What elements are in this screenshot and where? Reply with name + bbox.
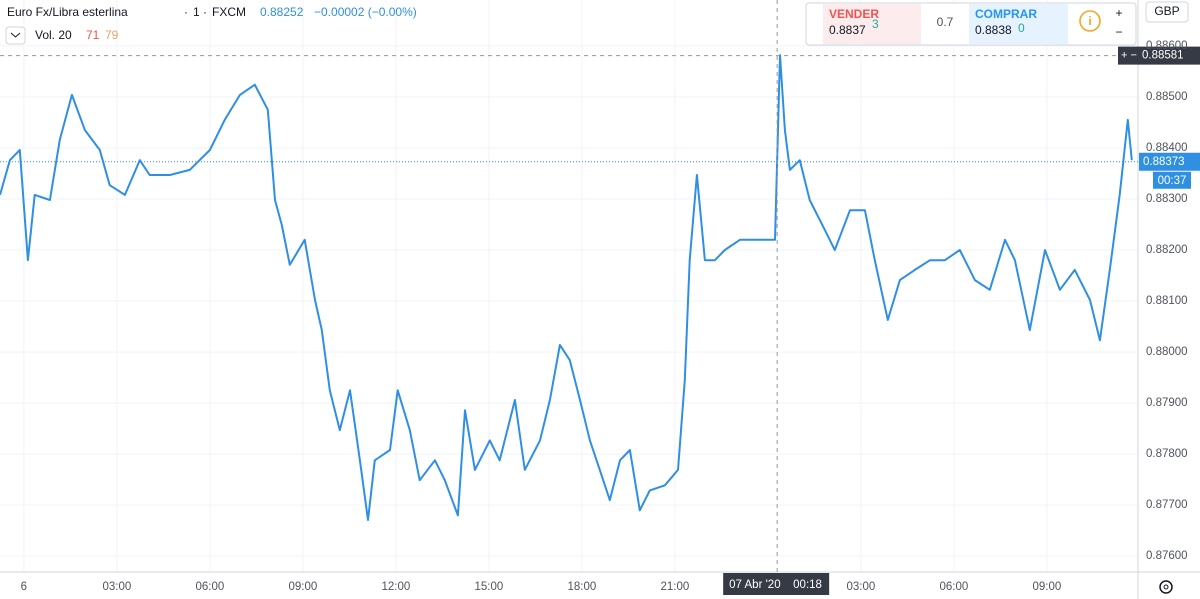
symbol: Euro Fx/Libra esterlina xyxy=(7,5,128,19)
y-tick-label: 0.88200 xyxy=(1146,244,1188,256)
x-tick-label: 06:00 xyxy=(939,581,968,593)
x-tick-label: 15:00 xyxy=(474,581,503,593)
y-tick-label: 0.87600 xyxy=(1146,550,1188,562)
y-tick-label: 0.87800 xyxy=(1146,448,1188,460)
last-price-label: 0.88373 xyxy=(1143,156,1185,168)
crosshair-buttons: + − xyxy=(1121,50,1137,62)
x-tick-label: 12:00 xyxy=(381,581,410,593)
last-price-box xyxy=(1139,152,1200,171)
x-tick-label: 06:00 xyxy=(195,581,224,593)
dot: · xyxy=(203,5,207,19)
y-tick-label: 0.88100 xyxy=(1146,295,1188,307)
volume-label: Vol. 20 xyxy=(35,28,72,42)
x-tick-label: 09:00 xyxy=(1032,581,1061,593)
x-tick-label: 6 xyxy=(21,581,27,593)
change: −0.00002 (−0.00%) xyxy=(314,5,417,19)
countdown-box xyxy=(1153,171,1191,189)
spread: 0.7 xyxy=(937,15,954,29)
countdown: 00:37 xyxy=(1158,175,1187,187)
x-tick-label: 09:00 xyxy=(288,581,317,593)
y-tick-label: 0.88500 xyxy=(1146,91,1188,103)
collapse-button[interactable] xyxy=(5,26,26,45)
crosshair-date: 07 Abr '20 xyxy=(729,579,780,591)
y-tick-label: 0.88600 xyxy=(1146,40,1188,52)
price: 0.88252 xyxy=(260,5,304,19)
settings-icon[interactable] xyxy=(1159,580,1173,594)
buy-button[interactable] xyxy=(969,4,1068,44)
y-tick-label: 0.87700 xyxy=(1146,499,1188,511)
crosshair-time: 00:18 xyxy=(793,579,822,591)
buy-label: COMPRAR xyxy=(975,7,1037,21)
volume-value: 79 xyxy=(105,28,119,42)
minus-button[interactable]: − xyxy=(1115,25,1122,39)
info-icon[interactable] xyxy=(1079,10,1101,32)
crosshair-price-box xyxy=(1118,46,1200,65)
exchange: FXCM xyxy=(212,5,246,19)
chevron xyxy=(10,32,21,38)
trade-panel: VENDER 0.8837 3 0.7 COMPRAR 0.8838 0 i +… xyxy=(805,2,1137,46)
y-tick-label: 0.88000 xyxy=(1146,346,1188,358)
crosshair-price: 0.88581 xyxy=(1142,50,1184,62)
buy-sup: 0 xyxy=(1018,21,1025,35)
currency-box[interactable] xyxy=(1145,1,1189,23)
sell-button[interactable] xyxy=(823,4,921,44)
dot: · xyxy=(184,5,188,19)
plus-button[interactable]: + xyxy=(1115,6,1122,20)
y-tick-label: 0.88300 xyxy=(1146,193,1188,205)
x-tick-label: 18:00 xyxy=(567,581,596,593)
y-tick-label: 0.87900 xyxy=(1146,397,1188,409)
sell-label: VENDER xyxy=(829,7,879,21)
interval: 1 xyxy=(193,5,200,19)
volume-value: 71 xyxy=(86,28,100,42)
currency: GBP xyxy=(1154,4,1179,18)
price-line xyxy=(0,54,1133,521)
sell-sup: 3 xyxy=(872,17,879,31)
x-tick-label: 03:00 xyxy=(846,581,875,593)
sell-price: 0.8837 xyxy=(829,23,866,37)
buy-price: 0.8838 xyxy=(975,23,1012,37)
x-tick-label: 03:00 xyxy=(102,581,131,593)
crosshair-time-box xyxy=(723,573,830,595)
x-tick-label: 21:00 xyxy=(660,581,689,593)
info-i: i xyxy=(1088,14,1091,28)
y-tick-label: 0.88400 xyxy=(1146,142,1188,154)
